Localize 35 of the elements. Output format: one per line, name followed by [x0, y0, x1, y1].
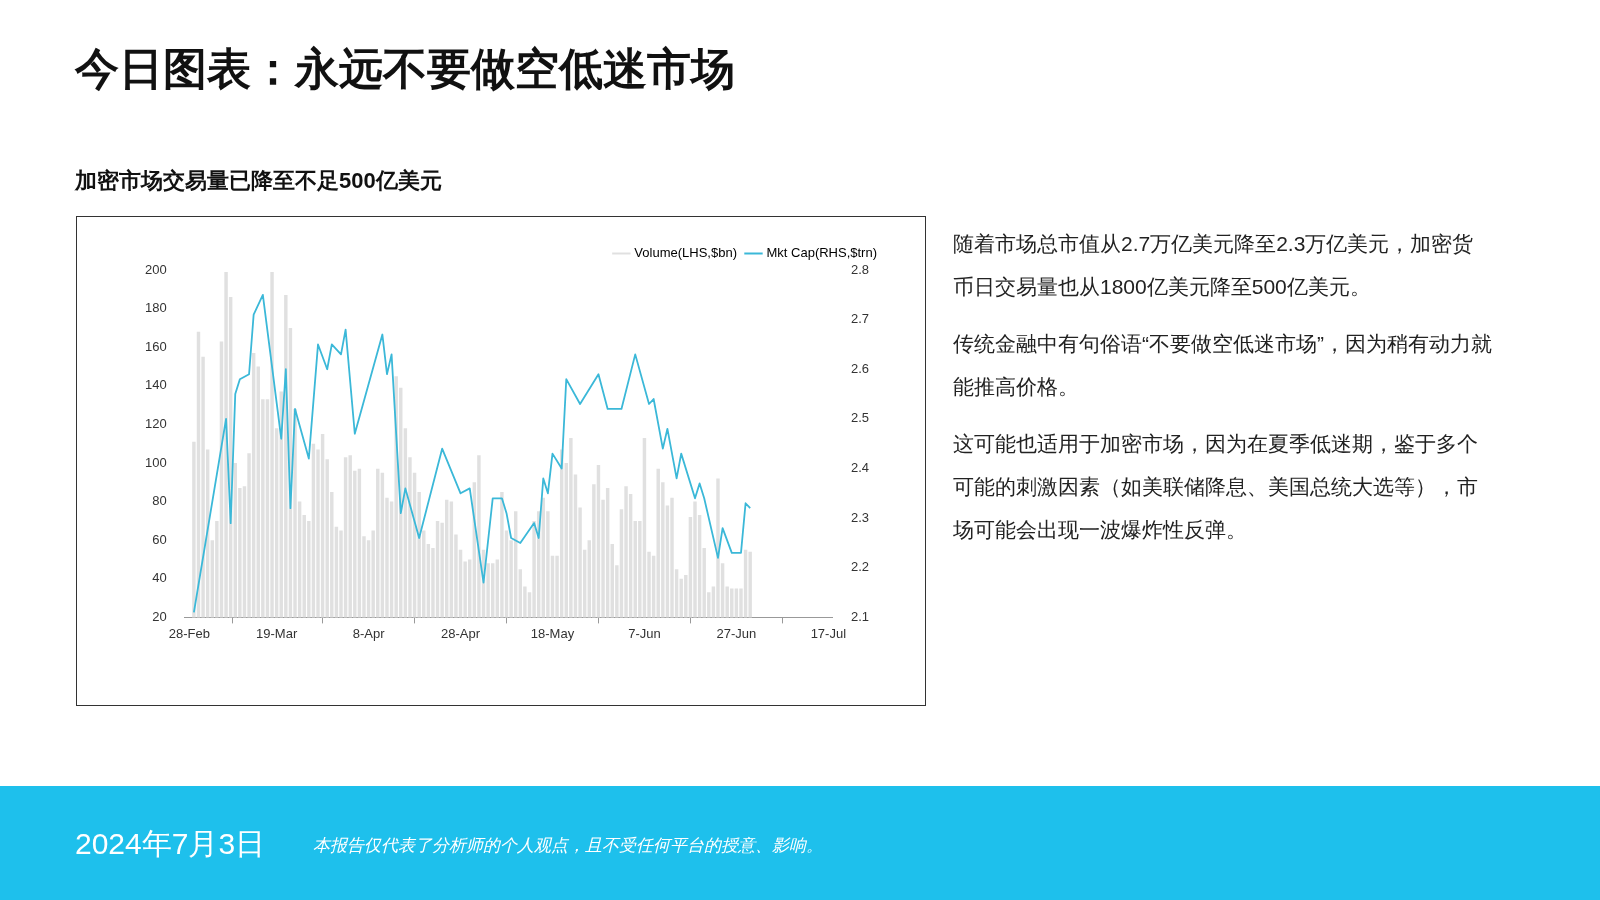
y2-tick-label: 2.3 — [850, 509, 870, 525]
x-tick-label: 17-Jul — [810, 625, 847, 641]
x-tick-label: 28-Apr — [441, 625, 481, 641]
y2-tick-label: 2.1 — [850, 608, 870, 624]
text: 这可能也适用于加密市场，因为在夏季低迷期，鉴于多个可能的刺激因素（如美联储降息、美国总统大选等），市场可能会出现一波爆炸性反弹。 — [953, 431, 1479, 543]
legend-label: Mkt Cap(RHS,$trn) — [766, 245, 878, 261]
text: 随着市场总市值从2.7万亿美元降至2.3万亿美元，加密货币日交易量也从1800亿美元降至500亿美元。 — [953, 231, 1475, 300]
y-tick-label: 80 — [152, 493, 167, 509]
y2-tick-label: 2.8 — [850, 261, 870, 277]
chart-title: 今日图表：永远不要做空低迷市场 — [75, 43, 735, 95]
y2-tick-label: 2.4 — [850, 460, 870, 476]
text: 传统金融中有句俗语“不要做空低迷市场”，因为稍有动力就能推高价格。 — [953, 331, 1493, 400]
text: 2024年7月3日 — [75, 826, 266, 862]
y2-tick-label: 2.6 — [850, 360, 870, 376]
legend-label: Volume(LHS,$bn) — [634, 245, 737, 261]
y-tick-label: 200 — [144, 261, 167, 277]
y-tick-label: 60 — [152, 531, 167, 547]
y2-tick-label: 2.2 — [850, 559, 870, 575]
y-tick-label: 40 — [152, 570, 167, 586]
y-tick-label: 160 — [144, 338, 167, 354]
x-tick-label: 28-Feb — [168, 625, 210, 641]
y-tick-label: 140 — [144, 377, 167, 393]
x-tick-label: 27-Jun — [716, 625, 757, 641]
x-tick-label: 18-May — [530, 625, 575, 641]
text: 本报告仅代表了分析师的个人观点，且不受任何平台的授意、影响。 — [313, 835, 823, 857]
y-tick-label: 100 — [144, 454, 167, 470]
y-tick-label: 20 — [152, 608, 167, 624]
x-tick-label: 19-Mar — [256, 625, 298, 641]
x-tick-label: 7-Jun — [628, 625, 661, 641]
x-tick-label: 8-Apr — [352, 625, 386, 641]
y-tick-label: 120 — [144, 415, 167, 431]
y2-tick-label: 2.7 — [850, 311, 870, 327]
y-tick-label: 180 — [144, 300, 167, 316]
chart-subtitle: 加密市场交易量已降至不足500亿美元 — [75, 167, 442, 195]
y2-tick-label: 2.5 — [850, 410, 870, 426]
